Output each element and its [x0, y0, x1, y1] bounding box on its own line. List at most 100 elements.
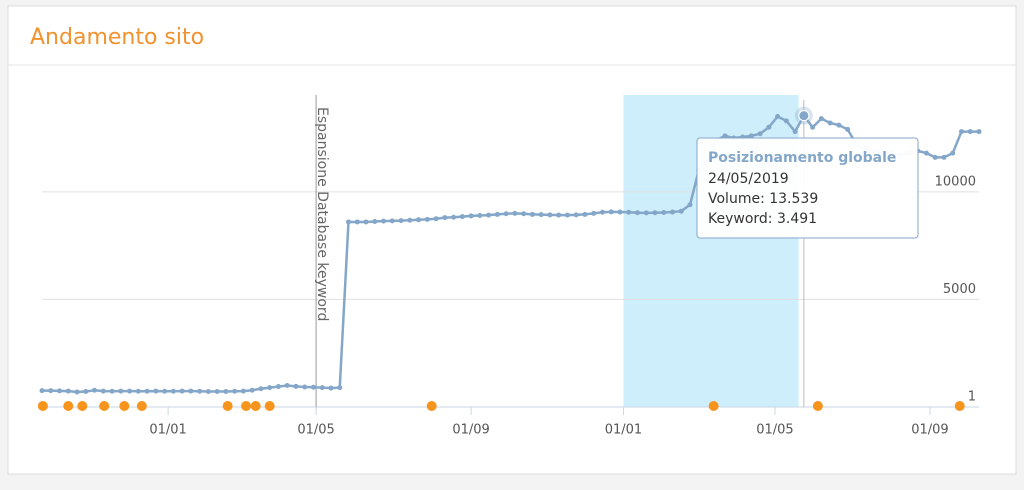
series-point: [310, 384, 316, 390]
hover-point: [798, 110, 810, 122]
series-point: [976, 129, 982, 135]
series-point: [337, 385, 343, 391]
y-tick-label: 10000: [935, 174, 976, 189]
series-point: [407, 217, 413, 223]
series-point: [573, 212, 579, 218]
x-tick-label: 01/05: [297, 423, 334, 438]
event-marker: [136, 401, 147, 411]
series-point: [626, 209, 632, 215]
series-point: [810, 124, 816, 130]
tooltip: Posizionamento globale 24/05/2019 Volume…: [696, 137, 919, 239]
series-point: [442, 215, 448, 221]
series-point: [556, 212, 562, 218]
series-point: [827, 120, 833, 126]
series-point: [766, 124, 772, 130]
series-point: [92, 387, 98, 393]
series-point: [792, 129, 798, 135]
series-point: [564, 212, 570, 218]
series-point: [214, 389, 220, 395]
tooltip-volume: Volume: 13.539: [708, 191, 818, 207]
series-point: [302, 384, 308, 390]
series-point: [424, 216, 430, 222]
series-point: [845, 126, 851, 132]
card: [7, 5, 1017, 475]
series-point: [591, 210, 597, 216]
series-point: [599, 209, 605, 215]
series-point: [661, 209, 667, 215]
series-point: [416, 217, 422, 223]
x-tick-label: 01/09: [911, 423, 948, 438]
series-point: [57, 388, 63, 394]
series-point: [783, 118, 789, 124]
series-point: [967, 129, 973, 135]
series-point: [486, 212, 492, 218]
series-point: [433, 216, 439, 222]
series-point: [179, 388, 185, 394]
series-point: [818, 116, 824, 122]
series-point: [582, 211, 588, 217]
series-point: [275, 384, 281, 390]
series-point: [459, 214, 465, 220]
series-point: [328, 385, 334, 391]
series-point: [39, 388, 45, 394]
series-point: [48, 388, 54, 394]
series-point: [923, 150, 929, 156]
series-point: [267, 385, 273, 391]
series-point: [503, 211, 509, 217]
series-point: [188, 388, 194, 394]
series-point: [83, 389, 89, 395]
event-marker: [119, 401, 130, 411]
series-point: [958, 129, 964, 135]
series-point: [65, 388, 71, 394]
series-point: [748, 133, 754, 139]
series-point: [477, 212, 483, 218]
series-point: [354, 219, 360, 225]
event-marker: [954, 401, 965, 411]
tooltip-keyword: Keyword: 3.491: [708, 211, 817, 227]
event-marker: [63, 401, 74, 411]
series-point: [538, 212, 544, 218]
series-point: [389, 218, 395, 224]
series-point: [950, 150, 956, 156]
series-point: [932, 154, 938, 160]
series-point: [757, 131, 763, 137]
y-tick-label: 1: [968, 389, 976, 404]
event-marker: [77, 401, 88, 411]
event-marker: [426, 401, 437, 411]
event-marker: [37, 401, 48, 411]
series-point: [547, 212, 553, 218]
header-title: Andamento sito: [30, 25, 204, 50]
series-point: [345, 219, 351, 225]
series-point: [284, 382, 290, 388]
annotation-text: Espansione Database keyword: [314, 107, 330, 321]
series-point: [293, 383, 299, 389]
series-point: [127, 388, 133, 394]
series-point: [529, 211, 535, 217]
series-point: [144, 388, 150, 394]
series-point: [118, 388, 124, 394]
event-marker: [812, 401, 823, 411]
series-point: [170, 388, 176, 394]
series-point: [100, 388, 106, 394]
series-point: [197, 388, 203, 394]
series-point: [836, 122, 842, 128]
event-marker: [264, 401, 275, 411]
tooltip-box: [696, 137, 919, 239]
series-point: [468, 213, 474, 219]
series-point: [205, 389, 211, 395]
series-point: [372, 219, 378, 225]
x-tick-label: 01/01: [149, 423, 186, 438]
event-marker: [222, 401, 233, 411]
tooltip-title: Posizionamento globale: [708, 150, 896, 166]
series-point: [232, 388, 238, 394]
series-point: [678, 208, 684, 214]
series-point: [381, 218, 387, 224]
series-point: [74, 389, 80, 395]
series-point: [223, 389, 229, 395]
series-point: [398, 218, 404, 224]
tooltip-date: 24/05/2019: [708, 171, 789, 187]
series-point: [608, 209, 614, 215]
series-point: [319, 385, 325, 391]
